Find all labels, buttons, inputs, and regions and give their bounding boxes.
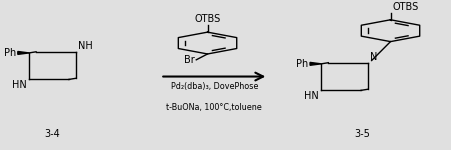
Text: HN: HN [304,91,319,101]
Text: Br: Br [184,55,195,65]
Text: 3-5: 3-5 [354,129,371,139]
Text: Ph: Ph [4,48,16,58]
Text: OTBS: OTBS [393,3,419,12]
Polygon shape [18,51,29,54]
Text: NH: NH [78,41,93,51]
Text: OTBS: OTBS [194,14,221,24]
Text: N: N [370,52,377,62]
Polygon shape [310,62,321,65]
Text: Pd₂(dba)₃, DovePhose: Pd₂(dba)₃, DovePhose [170,82,258,91]
Text: HN: HN [12,80,27,90]
Text: Ph: Ph [296,59,308,69]
Text: t-BuONa, 100°C,toluene: t-BuONa, 100°C,toluene [166,103,262,112]
Text: 3-4: 3-4 [45,129,60,139]
